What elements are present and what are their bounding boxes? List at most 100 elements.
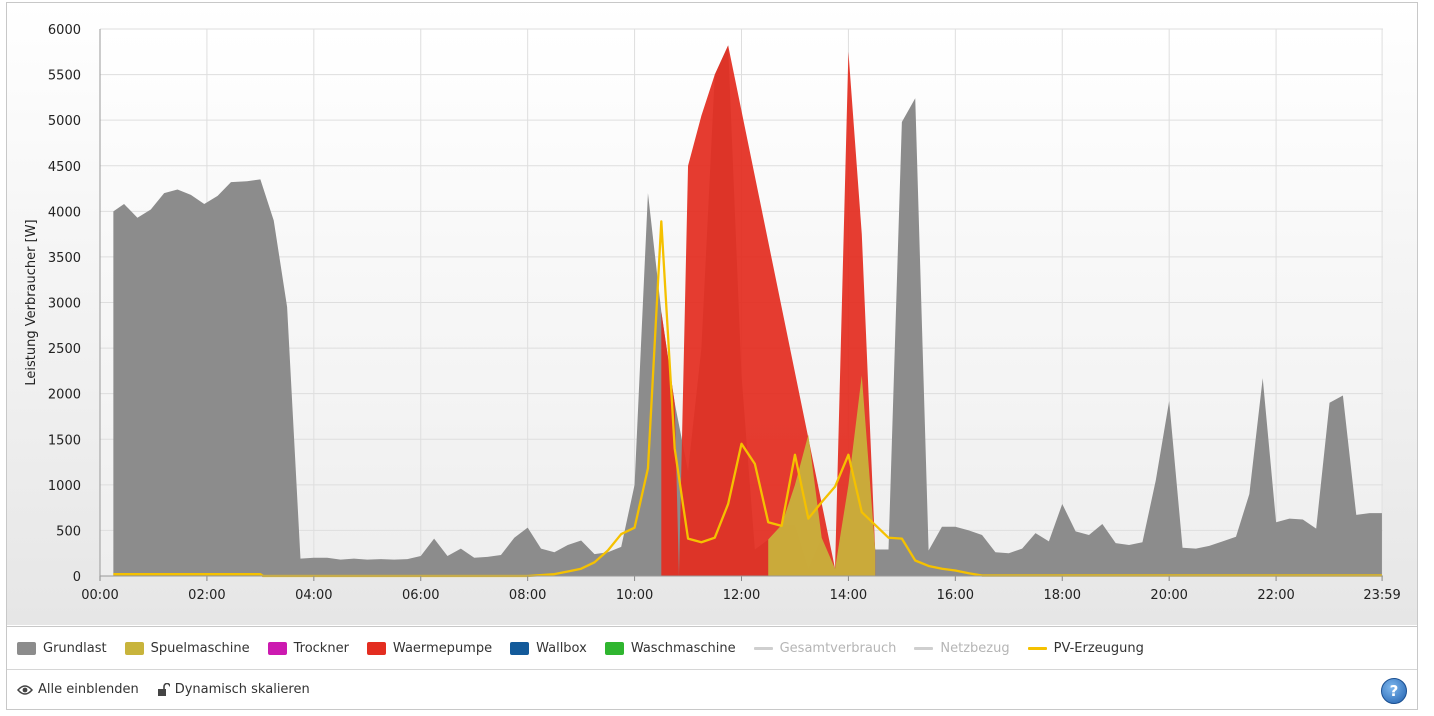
legend-item-waermepumpe[interactable]: Waermepumpe: [366, 640, 493, 656]
legend-label: Grundlast: [43, 640, 107, 656]
legend-label: Waermepumpe: [392, 640, 493, 656]
data-point: [1142, 541, 1144, 543]
data-point: [580, 568, 582, 570]
legend-item-spuelmaschine[interactable]: Spuelmaschine: [124, 640, 250, 656]
y-tick-label: 3500: [48, 251, 81, 266]
data-point: [217, 195, 219, 197]
data-point: [447, 555, 449, 557]
legend-label: Waschmaschine: [630, 640, 736, 656]
data-point: [177, 189, 179, 191]
x-tick-label: 12:00: [723, 588, 760, 603]
data-point: [113, 211, 115, 213]
data-point: [1355, 514, 1357, 516]
y-tick-label: 2500: [48, 342, 81, 357]
data-point: [701, 115, 703, 117]
data-point: [150, 209, 152, 211]
data-point: [1021, 548, 1023, 550]
data-point: [861, 233, 863, 235]
data-point: [1315, 528, 1317, 530]
data-point: [928, 565, 930, 567]
series-pv-erzeugung: [113, 220, 1382, 578]
data-point: [727, 503, 729, 505]
y-tick-label: 5000: [48, 114, 81, 129]
data-point: [1249, 493, 1251, 495]
chart-panel: 0 500 1000 1500 2000 2500 3000 3500 4000 4500 5000…: [6, 2, 1418, 710]
data-point: [380, 558, 382, 560]
line-series: [113, 220, 1382, 578]
data-point: [607, 550, 609, 552]
legend-item-trockner[interactable]: Trockner: [267, 641, 349, 656]
legend-item-grundlast[interactable]: Grundlast: [17, 641, 107, 656]
data-point: [460, 548, 462, 550]
data-point: [1128, 544, 1130, 546]
data-point: [767, 539, 769, 541]
legend-item-pv-erzeugung[interactable]: PV-Erzeugung: [1027, 641, 1144, 656]
x-tick-label: 04:00: [295, 588, 332, 603]
data-point: [941, 568, 943, 570]
x-tick-label: 14:00: [830, 588, 867, 603]
data-point: [714, 74, 716, 76]
legend-swatch: [17, 641, 36, 655]
data-point: [353, 558, 355, 560]
data-point: [794, 484, 796, 486]
data-point: [741, 443, 743, 445]
data-point: [594, 562, 596, 564]
data-point: [433, 538, 435, 540]
data-point: [473, 557, 475, 559]
data-point: [1182, 547, 1184, 549]
data-point: [1222, 541, 1224, 543]
legend-swatch: [604, 641, 624, 655]
data-point: [674, 402, 676, 404]
data-point: [487, 556, 489, 558]
legend-item-gesamtverbrauch[interactable]: Gesamtverbrauch: [753, 640, 897, 656]
data-point: [594, 553, 596, 555]
data-point: [286, 306, 288, 308]
data-point: [647, 192, 649, 194]
legend-item-wallbox[interactable]: Wallbox: [510, 641, 587, 656]
data-point: [1088, 534, 1090, 536]
data-point: [137, 217, 139, 219]
data-point: [554, 551, 556, 553]
data-point: [163, 192, 165, 194]
data-point: [968, 530, 970, 532]
x-tick-label: 00:00: [81, 588, 118, 603]
data-point: [1342, 395, 1344, 397]
area-spuelmaschine: [768, 375, 876, 576]
data-point: [647, 468, 649, 470]
data-point: [928, 550, 930, 552]
data-point: [273, 220, 275, 222]
show-all-button[interactable]: Alle einblenden: [17, 682, 139, 697]
data-point: [620, 533, 622, 535]
y-tick-label: 4000: [48, 205, 81, 220]
data-point: [981, 534, 983, 536]
data-point: [661, 311, 663, 313]
data-point: [848, 484, 850, 486]
axes: 0 500 1000 1500 2000 2500 3000 3500 4000 4500 5000…: [48, 23, 1401, 603]
legend-item-netzbezug[interactable]: Netzbezug: [914, 640, 1010, 656]
data-point: [808, 518, 810, 520]
data-point: [514, 537, 516, 539]
y-tick-label: 2000: [48, 388, 81, 403]
legend-label: Gesamtverbrauch: [779, 640, 897, 656]
data-point: [580, 540, 582, 542]
data-point: [366, 559, 368, 561]
help-button[interactable]: ?: [1381, 678, 1407, 704]
legend-label: Netzbezug: [940, 640, 1010, 656]
dynamic-scale-label: Dynamisch skalieren: [174, 682, 310, 697]
dynamic-scale-button[interactable]: Dynamisch skalieren: [157, 682, 310, 697]
data-point: [874, 549, 876, 551]
show-all-label: Alle einblenden: [38, 682, 139, 697]
y-tick-label: 1000: [48, 479, 81, 494]
x-tick-label: 20:00: [1150, 588, 1187, 603]
data-point: [260, 573, 262, 575]
data-point: [407, 558, 409, 560]
data-point: [1381, 512, 1383, 514]
legend-label: Spuelmaschine: [150, 640, 250, 656]
data-point: [340, 559, 342, 561]
data-point: [1061, 503, 1063, 505]
legend-item-waschmaschine[interactable]: Waschmaschine: [604, 640, 736, 656]
data-point: [527, 527, 529, 529]
data-point: [1262, 377, 1264, 379]
x-tick-label: 02:00: [188, 588, 225, 603]
data-point: [901, 538, 903, 540]
